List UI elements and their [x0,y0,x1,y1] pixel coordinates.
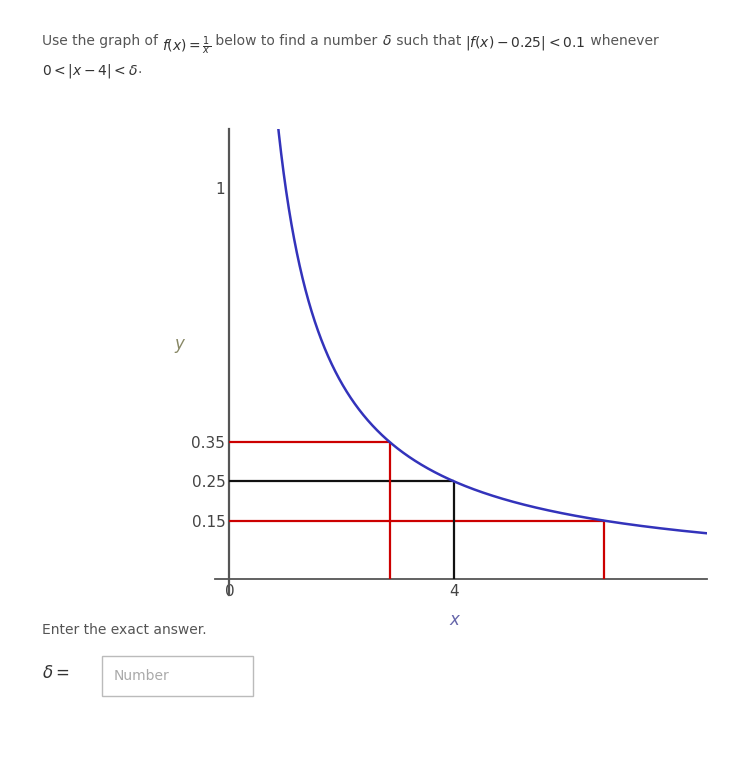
Text: below to find a number: below to find a number [211,34,382,48]
Text: whenever: whenever [586,34,658,48]
Text: .: . [138,62,142,76]
Text: such that: such that [392,34,465,48]
Text: Enter the exact answer.: Enter the exact answer. [42,623,206,637]
Text: Use the graph of: Use the graph of [42,34,162,48]
Text: y: y [174,335,184,353]
Text: $0 < |x - 4| < \delta$: $0 < |x - 4| < \delta$ [42,62,138,80]
Text: $f(x) = \frac{1}{x}$: $f(x) = \frac{1}{x}$ [162,34,211,57]
Text: $\delta =$: $\delta =$ [42,664,69,682]
Text: Number: Number [113,669,169,683]
Text: x: x [449,612,459,629]
Text: $|f(x) - 0.25| < 0.1$: $|f(x) - 0.25| < 0.1$ [465,34,586,52]
Text: $\delta$: $\delta$ [382,34,392,48]
